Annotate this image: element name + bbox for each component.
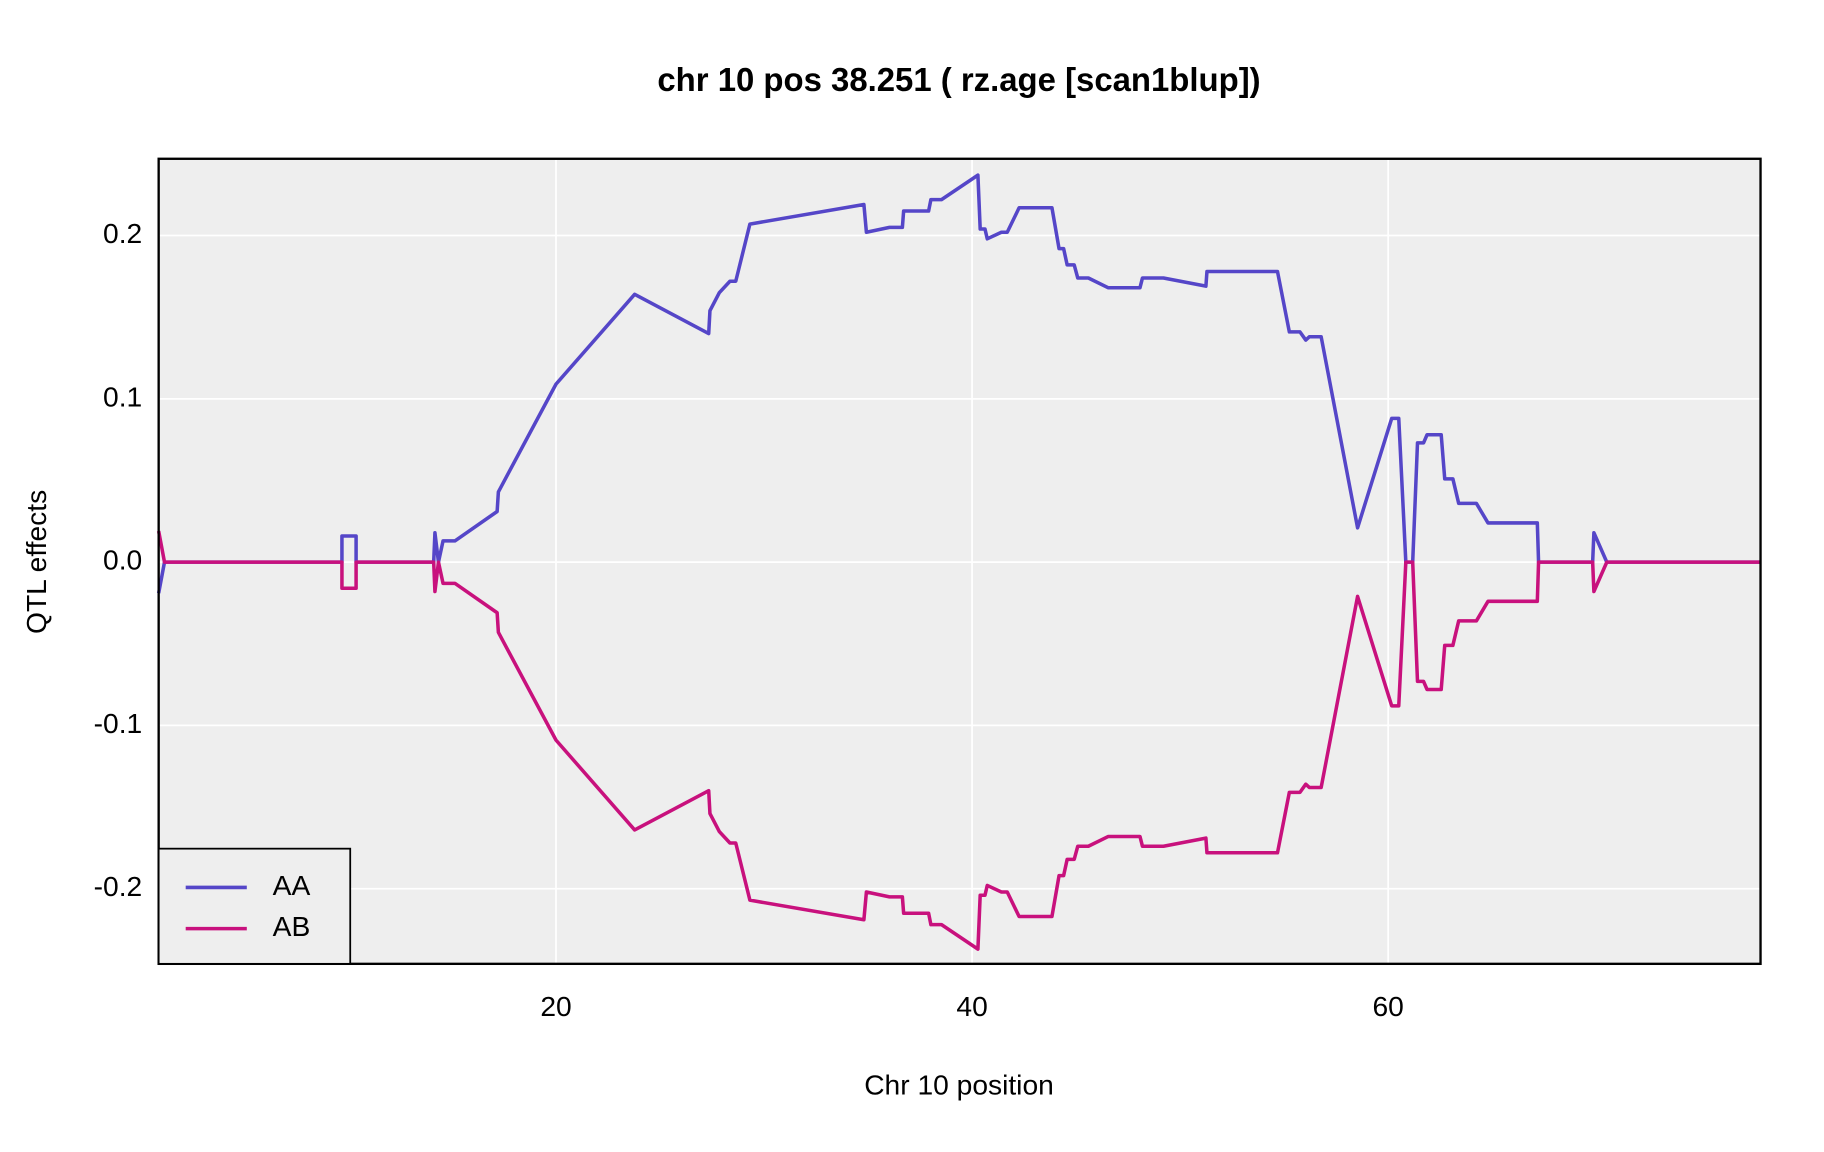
x-tick-label: 40: [956, 990, 987, 1022]
legend-box: [157, 847, 352, 965]
x-tick-label: 60: [1372, 990, 1403, 1022]
x-axis-label: Chr 10 position: [864, 1069, 1054, 1101]
series-line: [156, 530, 1761, 951]
y-tick-label: 0.1: [103, 380, 142, 412]
y-tick-label: 0.0: [103, 544, 142, 576]
legend-label: AA: [273, 869, 311, 901]
y-tick-label: -0.2: [94, 870, 143, 902]
y-tick-label: 0.2: [103, 217, 142, 249]
y-axis-label: QTL effects: [20, 490, 52, 634]
plot-frame: [157, 157, 1762, 966]
y-tick-label: -0.1: [94, 707, 143, 739]
chart-title: chr 10 pos 38.251 ( rz.age [scan1blup]): [657, 61, 1260, 98]
series-line: [156, 173, 1761, 594]
x-tick-label: 20: [540, 990, 571, 1022]
legend-label: AB: [273, 910, 311, 942]
